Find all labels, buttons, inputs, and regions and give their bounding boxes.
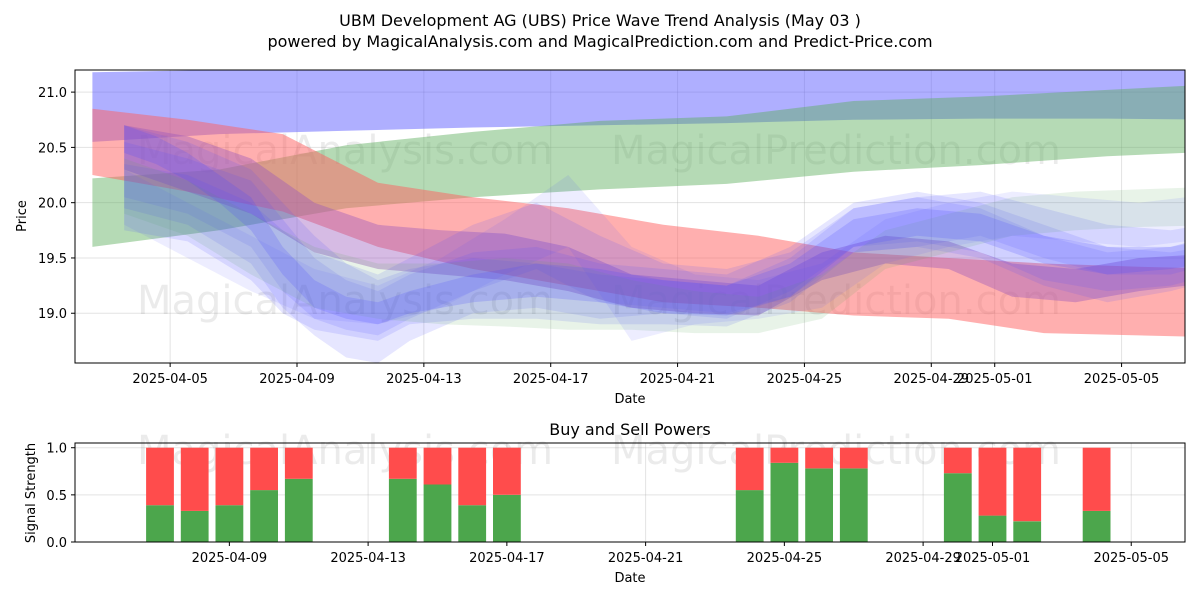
buy-bar [180,510,209,542]
sell-bar [146,447,174,506]
buy-bar [839,468,868,542]
price-band-green-wave [124,158,1185,334]
chart-title: UBM Development AG (UBS) Price Wave Tren… [339,11,861,30]
signal-chart-title: Buy and Sell Powers [549,420,711,439]
price-y-tick-label: 20.0 [38,197,67,212]
signal-x-tick-label: 2025-04-17 [469,551,545,566]
signal-y-tick-label: 0.5 [46,489,67,504]
price-x-ticks: 2025-04-05 2025-04-09 2025-04-13 2025-04-17… [132,363,1159,387]
price-y-tick-label: 20.5 [38,141,67,156]
signal-x-tick-label: 2025-05-05 [1093,551,1169,566]
price-band-purple-mid [124,125,1185,316]
sell-bar [250,447,278,491]
price-band-blue-wave-3 [124,125,1185,336]
price-x-tick-label: 2025-04-09 [259,372,335,387]
sell-bar [180,447,209,511]
sell-bar [423,447,452,485]
signal-plot-frame [74,442,1186,543]
price-x-tick-label: 2025-04-13 [386,372,462,387]
buy-bar [215,505,244,542]
price-x-tick-label: 2025-04-17 [513,372,589,387]
price-x-tick-label: 2025-04-21 [640,372,716,387]
signal-x-tick-label: 2025-04-09 [192,551,268,566]
buy-bar [146,505,174,542]
signal-y-tick-label: 1.0 [46,442,67,457]
chart-subtitle: powered by MagicalAnalysis.com and Magic… [267,32,932,51]
sell-bar [284,447,313,479]
buy-bar [1082,510,1111,542]
buy-bar [458,505,487,542]
sell-bar [458,447,487,506]
price-x-tick-label: 2025-05-01 [957,372,1033,387]
signal-x-tick-label: 2025-04-25 [747,551,823,566]
price-bands [92,70,1185,363]
sell-bar [493,447,521,495]
sell-bar [388,447,417,479]
signal-x-tick-label: 2025-04-29 [885,551,961,566]
price-chart: MagicalAnalysis.com MagicalPrediction.com… [15,69,1186,407]
price-band-blue-wave-2 [124,141,1185,363]
sell-bar [215,447,244,506]
sell-bar [770,447,799,463]
signal-y-tick-label: 0.0 [46,536,67,551]
buy-bar [1013,521,1042,542]
buy-bar [388,478,417,542]
watermark-text: MagicalPrediction.com [611,128,1061,174]
buy-bar [805,468,833,542]
price-y-tick-label: 21.0 [38,86,67,101]
buy-bar [978,515,1007,542]
price-y-label: Price [15,200,30,232]
sell-bar [1187,448,1200,485]
signal-bars [146,447,1200,543]
price-band-blue-lines [124,125,1185,325]
price-band-grey-wave [124,169,1185,341]
signal-y-label: Signal Strength [24,443,39,543]
signal-x-ticks: 2025-04-09 2025-04-13 2025-04-17 2025-04-21… [192,542,1169,566]
sell-bar [805,447,833,469]
price-band-green-upper [92,85,1185,247]
price-band-blue-upper [92,70,1185,142]
buy-bar [493,494,521,542]
sell-bar [735,447,764,491]
signal-x-tick-label: 2025-04-21 [608,551,684,566]
buy-bar [943,473,972,542]
buy-bar [284,478,313,542]
price-x-tick-label: 2025-05-05 [1084,372,1160,387]
price-y-tick-label: 19.0 [38,307,67,322]
buy-bar [1187,485,1200,543]
signal-y-ticks: 0.0 0.5 1.0 [46,442,75,551]
sell-bar [839,447,868,469]
sell-bar [1082,447,1111,511]
sell-bar [943,447,972,474]
price-y-ticks: 19.0 19.5 20.0 20.5 21.0 [38,86,75,322]
price-plot-frame [74,69,1186,364]
signal-x-tick-label: 2025-04-13 [330,551,406,566]
signal-chart: Buy and Sell Powers MagicalAnalysis.com M… [24,420,1200,586]
price-x-tick-label: 2025-04-05 [132,372,208,387]
buy-bar [423,484,452,542]
price-x-label: Date [614,392,645,407]
signal-x-label: Date [614,571,645,586]
buy-bar [735,490,764,542]
price-band-blue-wave-1 [124,164,1185,341]
price-band-red-upper [92,108,1185,337]
buy-bar [770,462,799,542]
price-x-tick-label: 2025-04-29 [894,372,970,387]
sell-bar [1013,447,1042,522]
buy-bar [250,490,278,542]
price-y-tick-label: 19.5 [38,252,67,267]
watermark-text: MagicalAnalysis.com [137,278,553,324]
sell-bar [978,447,1007,516]
signal-x-tick-label: 2025-05-01 [955,551,1031,566]
price-x-tick-label: 2025-04-25 [767,372,843,387]
